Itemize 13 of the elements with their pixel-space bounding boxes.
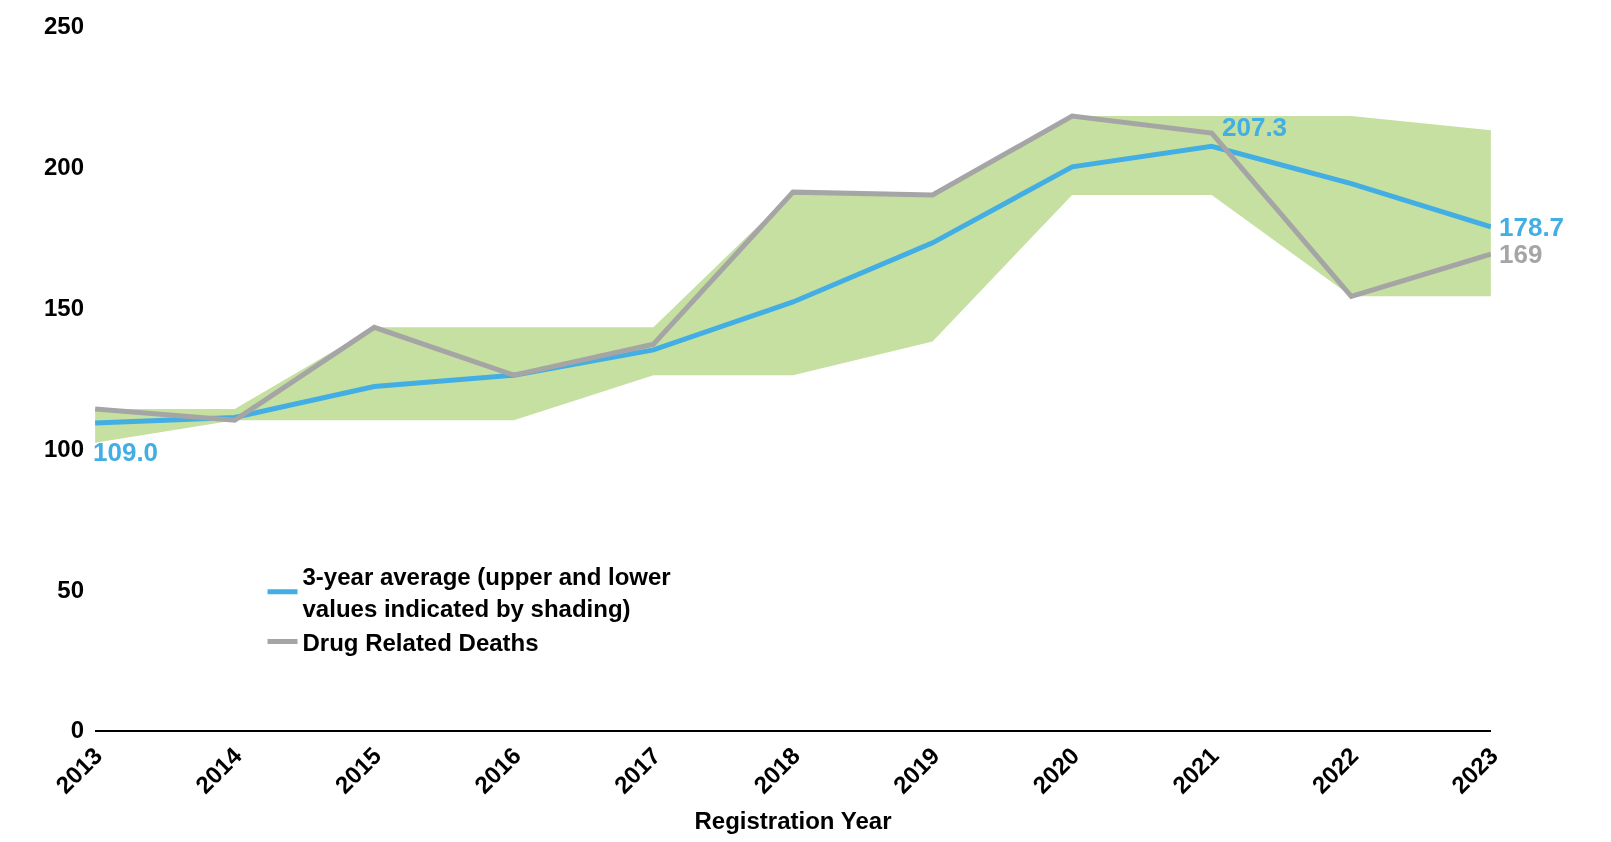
x-axis-title: Registration Year bbox=[694, 807, 892, 835]
data-label: 207.3 bbox=[1222, 112, 1288, 142]
y-tick-label: 0 bbox=[70, 716, 84, 744]
legend-label: 3-year average (upper and lower values indicated by shading) bbox=[302, 563, 671, 622]
data-label: 178.7 bbox=[1499, 212, 1565, 242]
y-tick-label: 250 bbox=[43, 12, 84, 40]
y-tick-label: 150 bbox=[43, 294, 84, 321]
legend-label: Drug Related Deaths bbox=[302, 628, 539, 656]
y-tick-label: 50 bbox=[57, 575, 84, 603]
y-tick-label: 200 bbox=[43, 153, 84, 181]
y-tick-label: 100 bbox=[43, 434, 84, 462]
data-label: 109.0 bbox=[93, 437, 159, 467]
data-label: 169 bbox=[1499, 239, 1543, 269]
